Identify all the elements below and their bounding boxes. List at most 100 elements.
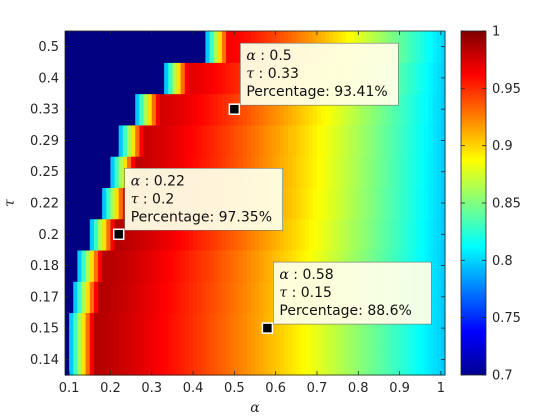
heatmap-cell xyxy=(226,93,231,126)
heatmap-cell xyxy=(292,187,297,220)
heatmap-cell xyxy=(238,218,244,251)
data-tip-line: Percentage: 93.41% xyxy=(246,84,387,100)
heatmap-cell xyxy=(333,343,339,376)
heatmap-cell xyxy=(160,31,165,63)
data-tip-marker[interactable] xyxy=(228,103,241,115)
heatmap-cell xyxy=(292,93,297,126)
heatmap-cell xyxy=(296,312,302,345)
heatmap-cell xyxy=(308,312,314,345)
heatmap-cell xyxy=(374,312,380,345)
heatmap-cell xyxy=(184,93,190,126)
heatmap-cell xyxy=(151,343,157,376)
heatmap-cell xyxy=(255,281,260,314)
heatmap-cell xyxy=(213,249,219,282)
heatmap-cell xyxy=(221,93,227,126)
heatmap-cell xyxy=(399,31,405,63)
heatmap-cell xyxy=(205,93,211,126)
heatmap-cell xyxy=(288,218,293,251)
heatmap-cell xyxy=(201,249,207,282)
heatmap-cell xyxy=(354,218,359,251)
heatmap-cell xyxy=(378,124,384,157)
heatmap-cell xyxy=(102,343,107,376)
heatmap-cell xyxy=(89,156,95,188)
heatmap-cell xyxy=(350,343,355,376)
heatmap-cell xyxy=(308,187,314,220)
heatmap-cell xyxy=(230,62,235,95)
heatmap-cell xyxy=(242,124,248,157)
heatmap-cell xyxy=(250,249,256,282)
heatmap-cell xyxy=(267,343,273,376)
heatmap-cell xyxy=(275,93,281,126)
heatmap-cell xyxy=(283,312,289,345)
data-tip-box xyxy=(240,42,399,106)
heatmap-cell xyxy=(122,31,128,63)
heatmap-cell xyxy=(255,249,260,282)
heatmap-cell xyxy=(205,124,211,157)
heatmap-cell xyxy=(395,218,401,251)
heatmap-cell xyxy=(135,312,140,345)
heatmap-cell xyxy=(209,312,215,345)
heatmap-cell xyxy=(176,31,182,63)
heatmap-cell xyxy=(106,156,112,188)
heatmap-cell xyxy=(139,249,145,282)
heatmap-cell xyxy=(81,187,87,220)
heatmap-cell xyxy=(283,124,289,157)
heatmap-cell xyxy=(172,62,178,95)
heatmap-cell xyxy=(234,218,240,251)
heatmap-cell xyxy=(217,62,223,95)
heatmap-cell xyxy=(329,312,335,345)
heatmap-cell xyxy=(126,31,132,63)
heatmap-cell xyxy=(383,124,388,157)
heatmap-cell xyxy=(370,156,376,188)
heatmap-cell xyxy=(341,218,347,251)
heatmap-cell xyxy=(126,218,132,251)
heatmap-cell xyxy=(118,93,124,126)
heatmap-cell xyxy=(399,343,405,376)
heatmap-cell xyxy=(160,249,165,282)
x-tick-label: 0.7 xyxy=(307,381,328,396)
heatmap-cell xyxy=(126,343,132,376)
heatmap-cell xyxy=(263,218,268,251)
heatmap-cell xyxy=(316,124,322,157)
heatmap-cell xyxy=(209,93,215,126)
heatmap-cell xyxy=(341,156,347,188)
heatmap-cell xyxy=(81,218,87,251)
heatmap-cell xyxy=(370,312,376,345)
heatmap-cell xyxy=(164,124,169,157)
heatmap-cell xyxy=(308,343,314,376)
heatmap-cell xyxy=(106,124,112,157)
heatmap-cell xyxy=(164,31,169,63)
heatmap-cell xyxy=(337,156,343,188)
heatmap-cell xyxy=(93,187,99,220)
heatmap-cell xyxy=(255,343,260,376)
heatmap-cell xyxy=(69,93,74,126)
data-tips: α : 0.5 τ : 0.33 Percentage: 93.41% α : 0.2… xyxy=(112,42,432,334)
data-tip-marker[interactable] xyxy=(261,322,274,334)
heatmap-cell xyxy=(267,281,273,314)
heatmap-cell xyxy=(135,31,140,63)
heatmap-cell xyxy=(296,343,302,376)
heatmap-cell xyxy=(428,31,434,63)
heatmap-cell xyxy=(387,124,392,157)
heatmap-cell xyxy=(180,62,186,95)
heatmap-cell xyxy=(238,281,244,314)
heatmap-cell xyxy=(114,93,120,126)
heatmap-cell xyxy=(308,93,314,126)
heatmap-cell xyxy=(118,124,124,157)
data-tip[interactable]: α : 0.58 τ : 0.15 Percentage: 88.6% xyxy=(261,261,432,334)
heatmap-cell xyxy=(246,312,252,345)
data-tip[interactable]: α : 0.5 τ : 0.33 Percentage: 93.41% xyxy=(228,42,399,115)
data-tip[interactable]: α : 0.22 τ : 0.2 Percentage: 97.35% xyxy=(112,167,283,241)
heatmap-cell xyxy=(321,124,326,157)
heatmap-cell xyxy=(85,156,91,188)
heatmap-cell xyxy=(77,218,83,251)
data-tip-marker[interactable] xyxy=(112,228,125,241)
heatmap-cell xyxy=(209,124,215,157)
heatmap-cell xyxy=(428,218,434,251)
heatmap-cell xyxy=(308,124,314,157)
heatmap-cell xyxy=(139,281,145,314)
heatmap-cell xyxy=(250,343,256,376)
heatmap-cell xyxy=(370,218,376,251)
heatmap-cell xyxy=(213,124,219,157)
heatmap-cell xyxy=(374,124,380,157)
